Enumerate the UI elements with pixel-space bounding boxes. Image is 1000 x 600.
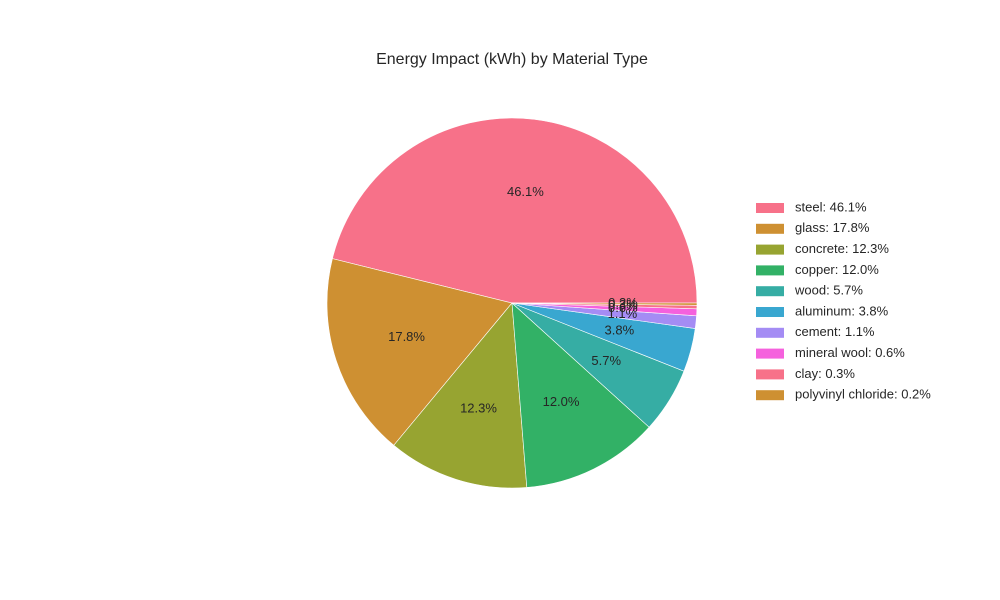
legend-swatch	[756, 244, 784, 255]
legend-label: copper: 12.0%	[795, 262, 879, 277]
chart-title: Energy Impact (kWh) by Material Type	[376, 51, 648, 68]
slice-percent-label: 3.8%	[605, 323, 635, 338]
legend-label: aluminum: 3.8%	[795, 303, 889, 318]
pie-slice-copper	[511, 302, 650, 488]
slice-percent-label: 46.1%	[507, 184, 544, 199]
legend-swatch	[756, 265, 784, 276]
legend-swatch	[756, 286, 784, 297]
pie-percent-labels: 46.1% 17.8% 12.3% 12.0% 5.7% 3.8% 1.1%0.6%0.3%…	[388, 184, 638, 415]
legend-label: mineral wool: 0.6%	[795, 345, 905, 360]
legend-swatch	[756, 348, 784, 359]
legend-label: glass: 17.8%	[795, 220, 870, 235]
legend-swatch	[756, 223, 784, 234]
slice-percent-label: 12.3%	[460, 400, 497, 415]
legend-label: concrete: 12.3%	[795, 241, 889, 256]
slice-percent-label: 17.8%	[388, 329, 425, 344]
legend-label: cement: 1.1%	[795, 324, 875, 339]
slice-percent-label: 5.7%	[591, 353, 621, 368]
legend-label: clay: 0.3%	[795, 366, 855, 381]
pie-slice-steel	[332, 117, 698, 304]
legend-swatch	[756, 307, 784, 317]
pie-slice-concrete	[393, 302, 528, 489]
pie-slice-glass	[326, 258, 513, 446]
legend-label: polyvinyl chloride: 0.2%	[795, 387, 931, 402]
slice-percent-label: 12.0%	[543, 394, 580, 409]
legend-label: steel: 46.1%	[795, 199, 867, 214]
legend-swatch	[756, 327, 784, 338]
slice-percent-label: 0.3%	[608, 297, 638, 312]
slice-percent-label: 1.1%	[608, 306, 638, 321]
legend-swatch	[756, 203, 784, 213]
pie-slices	[326, 117, 698, 489]
chart-legend: steel: 46.1% glass: 17.8% concrete: 12.3% c…	[756, 199, 931, 402]
slice-percent-label: 0.2%	[608, 295, 638, 310]
pie-slice-polyvinyl-chloride	[511, 302, 698, 306]
slice-percent-label: 0.6%	[608, 300, 638, 315]
legend-swatch	[756, 369, 784, 380]
legend-swatch	[756, 390, 784, 401]
legend-label: wood: 5.7%	[794, 283, 863, 298]
